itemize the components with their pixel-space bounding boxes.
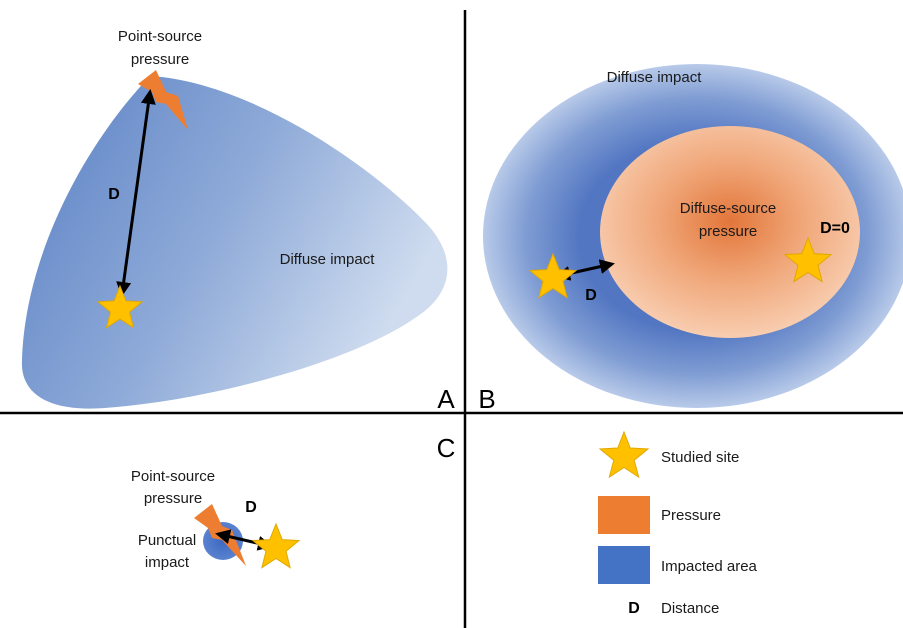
panel-b-zero-distance-label: D=0 [820, 220, 850, 237]
panel-c: C Point-source pressure D Punctual impac… [131, 433, 456, 571]
legend-distance-symbol: D [628, 600, 640, 617]
panel-a-letter: A [437, 384, 455, 414]
panel-c-distance-label: D [245, 499, 257, 516]
legend-impact-label: Impacted area [661, 558, 758, 575]
panel-c-star-icon [251, 522, 301, 569]
panel-a-source-label-line1: Point-source [118, 28, 202, 45]
legend-star-icon [598, 430, 650, 479]
panel-c-source-label-line2: pressure [144, 490, 202, 507]
panel-b-distance-label: D [585, 287, 597, 304]
panel-a-star-icon [96, 284, 144, 329]
legend-site-label: Studied site [661, 449, 739, 466]
legend: Studied site Pressure Impacted area D Di… [598, 430, 758, 617]
panel-b-letter: B [478, 384, 495, 414]
panel-b-impact-label: Diffuse impact [607, 69, 703, 86]
panel-b-diffuse-pressure-area [600, 126, 860, 338]
panel-a: Point-source pressure D Diffuse impact A [21, 28, 455, 414]
panel-a-diffuse-impact-area [21, 76, 448, 409]
panel-a-distance-label: D [108, 186, 120, 203]
panel-c-source-label-line1: Point-source [131, 468, 215, 485]
panel-a-impact-label: Diffuse impact [280, 251, 376, 268]
panel-a-lightning-bolt-icon [138, 70, 188, 130]
panel-b-star-icon-inside [783, 236, 833, 283]
legend-pressure-swatch [598, 496, 650, 534]
panel-b-pressure-label-line1: Diffuse-source [680, 200, 776, 217]
panel-b-star-icon-outside [528, 252, 578, 299]
panel-b-pressure-label-line2: pressure [699, 223, 757, 240]
panel-a-distance-arrow [116, 89, 156, 297]
legend-pressure-label: Pressure [661, 507, 721, 524]
legend-impact-swatch [598, 546, 650, 584]
legend-distance-label: Distance [661, 600, 719, 617]
panel-c-letter: C [437, 433, 456, 463]
panel-b: Diffuse impact Diffuse-source pressure D… [478, 64, 903, 414]
panel-c-impact-label-line2: impact [145, 554, 190, 571]
panel-a-source-label-line2: pressure [131, 51, 189, 68]
panel-c-impact-label-line1: Punctual [138, 532, 196, 549]
